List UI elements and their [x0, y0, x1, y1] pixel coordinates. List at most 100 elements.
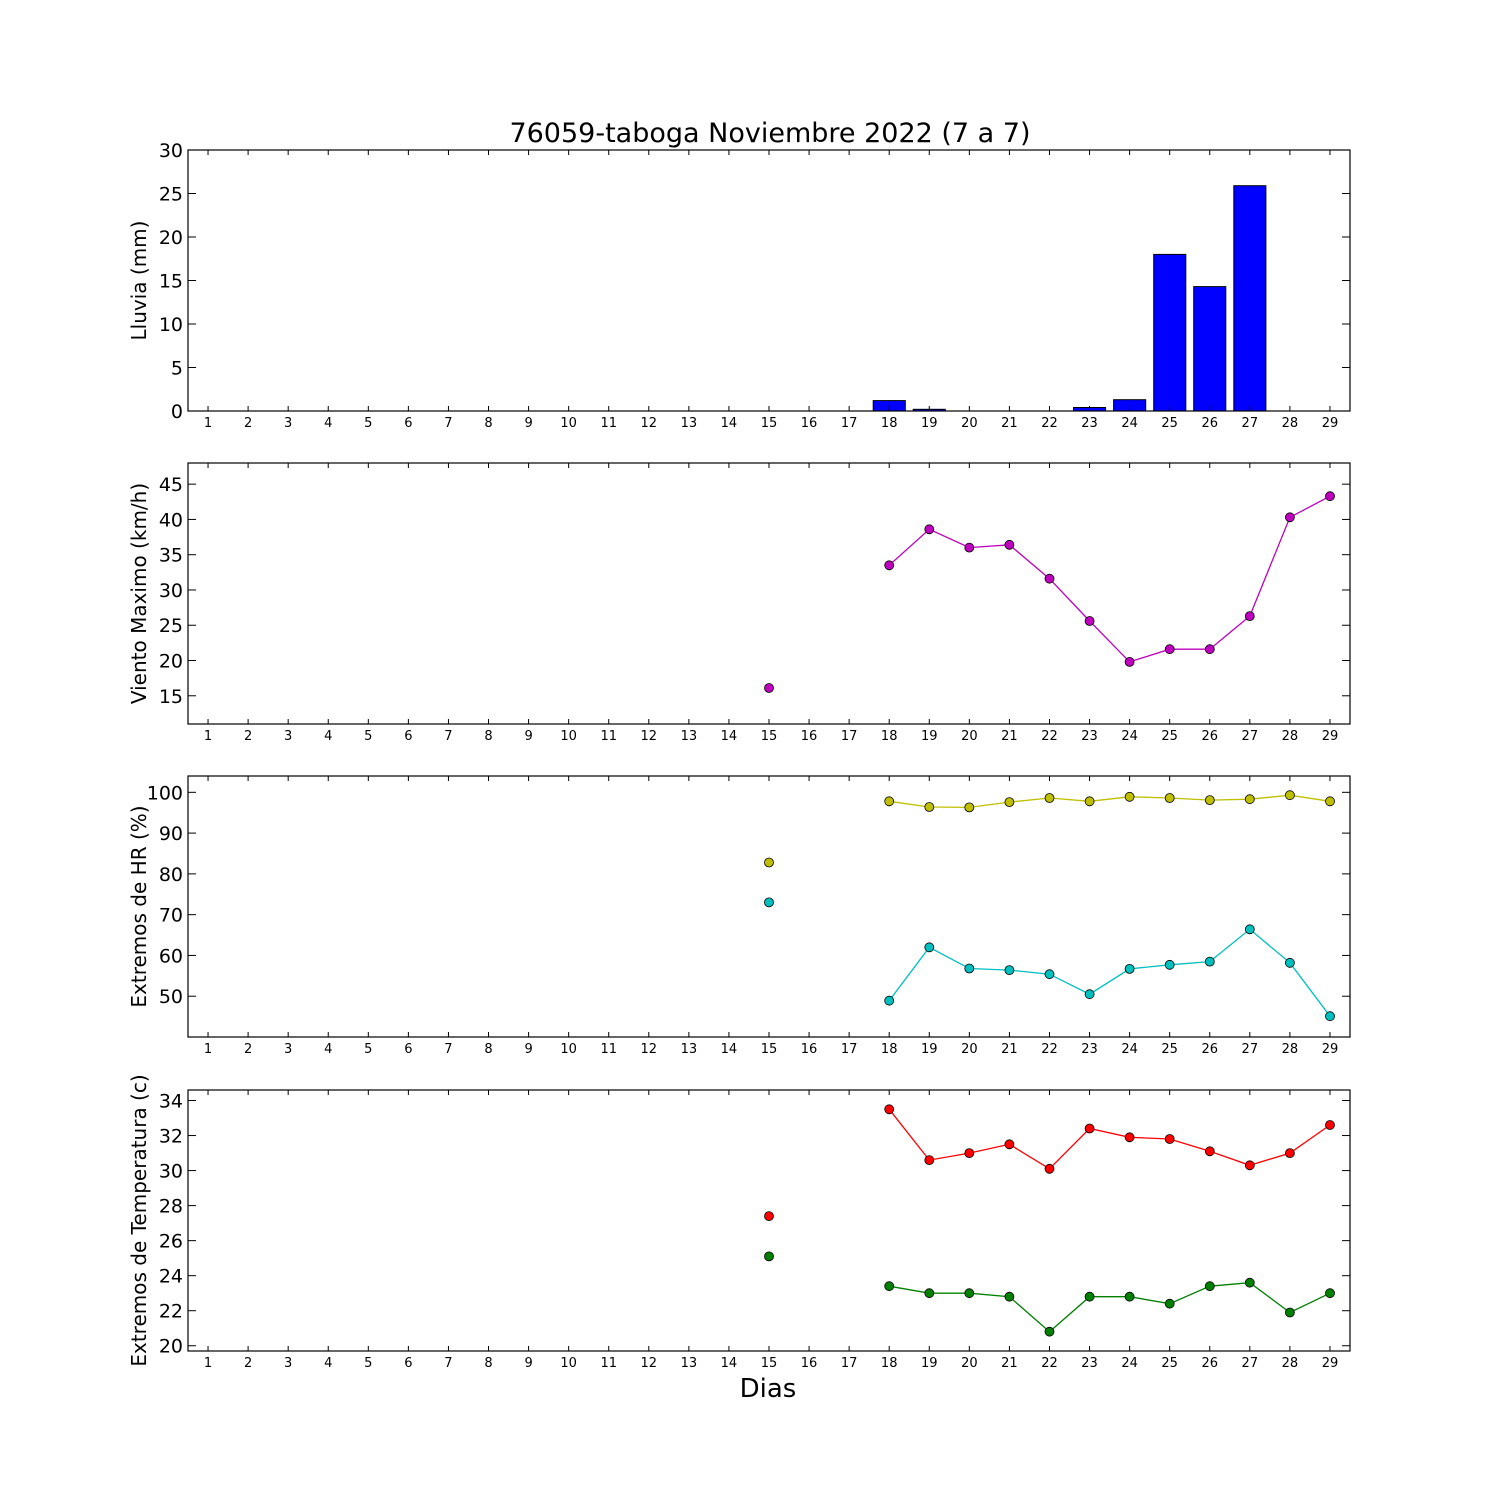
x-tick-label: 13	[681, 1356, 698, 1371]
y-tick-label: 15	[159, 271, 183, 293]
rain-bar-day-27	[1233, 185, 1267, 412]
data-point-4-2-day-25	[1164, 1298, 1175, 1309]
y-tick-label: 32	[159, 1126, 183, 1148]
x-tick-label: 27	[1242, 729, 1259, 744]
x-tick-label: 10	[560, 416, 577, 431]
y-tick-label: 34	[159, 1091, 183, 1113]
data-point-4-2-day-20	[964, 1288, 975, 1299]
x-tick-label: 6	[404, 1042, 412, 1057]
x-tick-label: 20	[961, 1042, 978, 1057]
x-tick-label: 2	[244, 416, 252, 431]
x-tick-label: 21	[1001, 416, 1018, 431]
y-tick-label: 5	[171, 358, 183, 380]
data-point-4-1-day-25	[1164, 1134, 1175, 1144]
x-tick-label: 25	[1161, 1356, 1178, 1371]
x-tick-label: 17	[841, 1042, 858, 1057]
x-tick-label: 27	[1242, 1356, 1259, 1371]
x-tick-label: 23	[1081, 729, 1098, 744]
x-tick-label: 1	[204, 1356, 212, 1371]
data-point-3-2-day-20	[964, 963, 975, 974]
series-line-2-1	[888, 495, 1331, 663]
data-point-2-1-day-28	[1285, 512, 1295, 523]
x-tick-label: 15	[761, 1042, 778, 1057]
x-tick-label: 15	[761, 1356, 778, 1371]
x-tick-label: 23	[1081, 1356, 1098, 1371]
x-tick-label: 25	[1161, 416, 1178, 431]
y-tick-label: 100	[147, 782, 183, 804]
y-tick-label: 35	[159, 545, 183, 567]
x-tick-label: 10	[560, 729, 577, 744]
x-tick-label: 28	[1282, 729, 1299, 744]
x-tick-label: 18	[881, 1356, 898, 1371]
data-point-3-2-day-26	[1204, 956, 1215, 967]
data-point-3-2-day-18	[884, 995, 895, 1006]
x-tick-label: 12	[641, 416, 658, 431]
data-point-2-1-day-26	[1204, 644, 1215, 655]
x-tick-label: 2	[244, 729, 252, 744]
x-tick-label: 29	[1322, 416, 1339, 431]
x-tick-label: 9	[524, 729, 532, 744]
x-tick-label: 8	[484, 416, 492, 431]
x-tick-label: 28	[1282, 1042, 1299, 1057]
x-tick-label: 25	[1161, 1042, 1178, 1057]
x-tick-label: 4	[324, 1356, 332, 1371]
data-point-3-1-day-19	[924, 802, 935, 812]
x-tick-label: 25	[1161, 729, 1178, 744]
data-point-2-1-day-20	[964, 542, 975, 553]
x-axis-label: Dias	[740, 1374, 797, 1404]
data-point-3-1-day-27	[1244, 794, 1255, 805]
x-tick-label: 3	[284, 729, 292, 744]
data-point-2-1-day-19	[924, 524, 935, 535]
data-point-4-1-day-29	[1325, 1120, 1335, 1130]
y-tick-label: 70	[159, 905, 183, 927]
x-tick-label: 28	[1282, 1356, 1299, 1371]
data-point-4-2-day-15	[764, 1251, 774, 1262]
data-point-3-1-day-24	[1124, 791, 1135, 802]
x-tick-label: 16	[801, 1356, 818, 1371]
y-tick-label: 24	[159, 1266, 183, 1288]
x-tick-label: 14	[721, 1356, 738, 1371]
x-tick-label: 18	[881, 1042, 898, 1057]
y-tick-label: 90	[159, 823, 183, 845]
x-tick-label: 22	[1041, 1042, 1058, 1057]
y-axis-label-1: Lluvia (mm)	[127, 221, 151, 341]
data-point-2-1-day-21	[1004, 539, 1015, 550]
data-point-3-1-day-25	[1164, 793, 1175, 803]
x-tick-label: 14	[721, 729, 738, 744]
series-line-3-1	[889, 794, 1331, 809]
x-tick-label: 19	[921, 1356, 938, 1371]
x-tick-label: 3	[284, 1356, 292, 1371]
data-point-2-1-day-24	[1124, 657, 1135, 667]
x-tick-label: 18	[881, 729, 898, 744]
x-tick-label: 11	[600, 1356, 617, 1371]
x-tick-label: 13	[681, 1042, 698, 1057]
x-tick-label: 1	[204, 1042, 212, 1057]
y-tick-label: 45	[159, 474, 183, 496]
y-tick-label: 28	[159, 1196, 183, 1218]
data-point-2-1-day-27	[1244, 611, 1255, 621]
data-point-3-2-day-25	[1164, 959, 1175, 970]
data-point-2-1-day-22	[1044, 573, 1055, 584]
data-point-3-2-day-22	[1044, 969, 1055, 980]
x-tick-label: 4	[324, 1042, 332, 1057]
x-tick-label: 20	[961, 729, 978, 744]
x-tick-label: 26	[1201, 729, 1218, 744]
x-tick-label: 11	[600, 729, 617, 744]
x-tick-label: 8	[484, 1042, 492, 1057]
x-tick-label: 10	[560, 1356, 577, 1371]
data-point-4-1-day-24	[1124, 1132, 1135, 1143]
x-tick-label: 3	[284, 1042, 292, 1057]
y-tick-label: 30	[159, 1161, 183, 1183]
x-tick-label: 23	[1081, 416, 1098, 431]
y-axis-label-4: Extremos de Temperatura (c)	[127, 1074, 151, 1366]
y-tick-label: 50	[159, 986, 183, 1008]
data-point-3-2-day-21	[1004, 965, 1015, 975]
x-tick-label: 8	[484, 1356, 492, 1371]
x-tick-label: 4	[324, 729, 332, 744]
x-tick-label: 29	[1322, 1042, 1339, 1057]
y-tick-label: 25	[159, 184, 183, 206]
x-tick-label: 26	[1201, 1356, 1218, 1371]
x-tick-label: 16	[801, 416, 818, 431]
y-tick-label: 20	[159, 651, 183, 673]
